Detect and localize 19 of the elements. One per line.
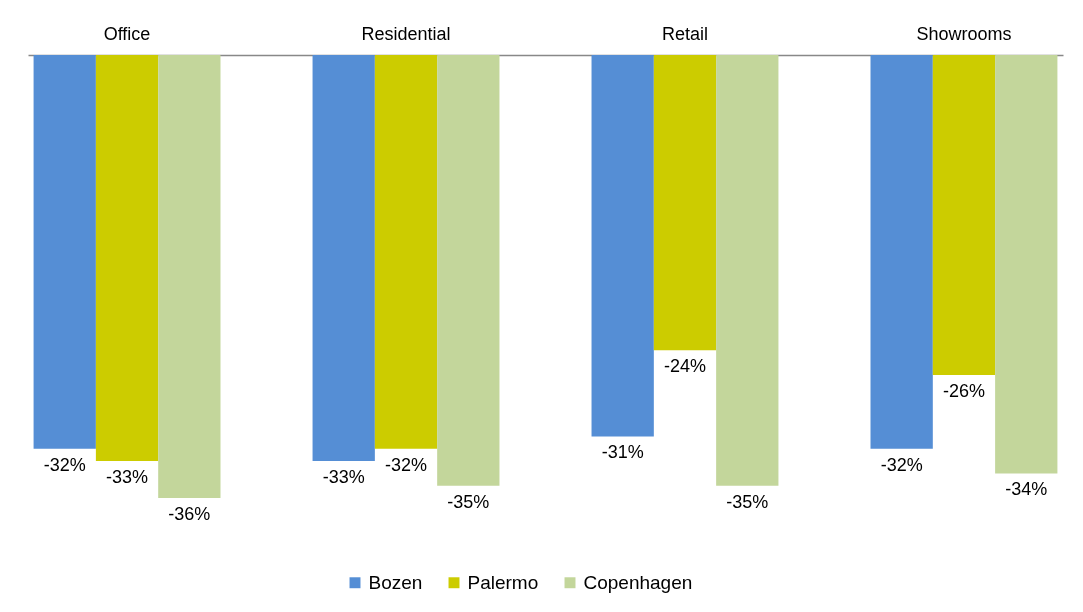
x-tick-label: Showrooms bbox=[916, 23, 1012, 44]
data-label: -24% bbox=[663, 356, 706, 377]
data-label: -32% bbox=[43, 454, 86, 475]
x-tick-label: Retail bbox=[661, 23, 708, 44]
data-label: -35% bbox=[726, 491, 769, 512]
data-label: -31% bbox=[601, 442, 644, 463]
legend-label: Copenhagen bbox=[583, 571, 693, 593]
data-label: -26% bbox=[942, 380, 985, 401]
legend-label: Bozen bbox=[368, 571, 423, 593]
data-label: -33% bbox=[106, 467, 149, 488]
data-label: -34% bbox=[1005, 479, 1048, 500]
data-label: -33% bbox=[322, 467, 365, 488]
data-label: -32% bbox=[385, 454, 428, 475]
data-label: -32% bbox=[880, 454, 923, 475]
data-label: -35% bbox=[447, 491, 490, 512]
x-tick-label: Residential bbox=[361, 23, 451, 44]
data-label: -36% bbox=[168, 504, 211, 524]
x-tick-label: Office bbox=[103, 23, 151, 44]
legend-label: Palermo bbox=[467, 571, 539, 593]
